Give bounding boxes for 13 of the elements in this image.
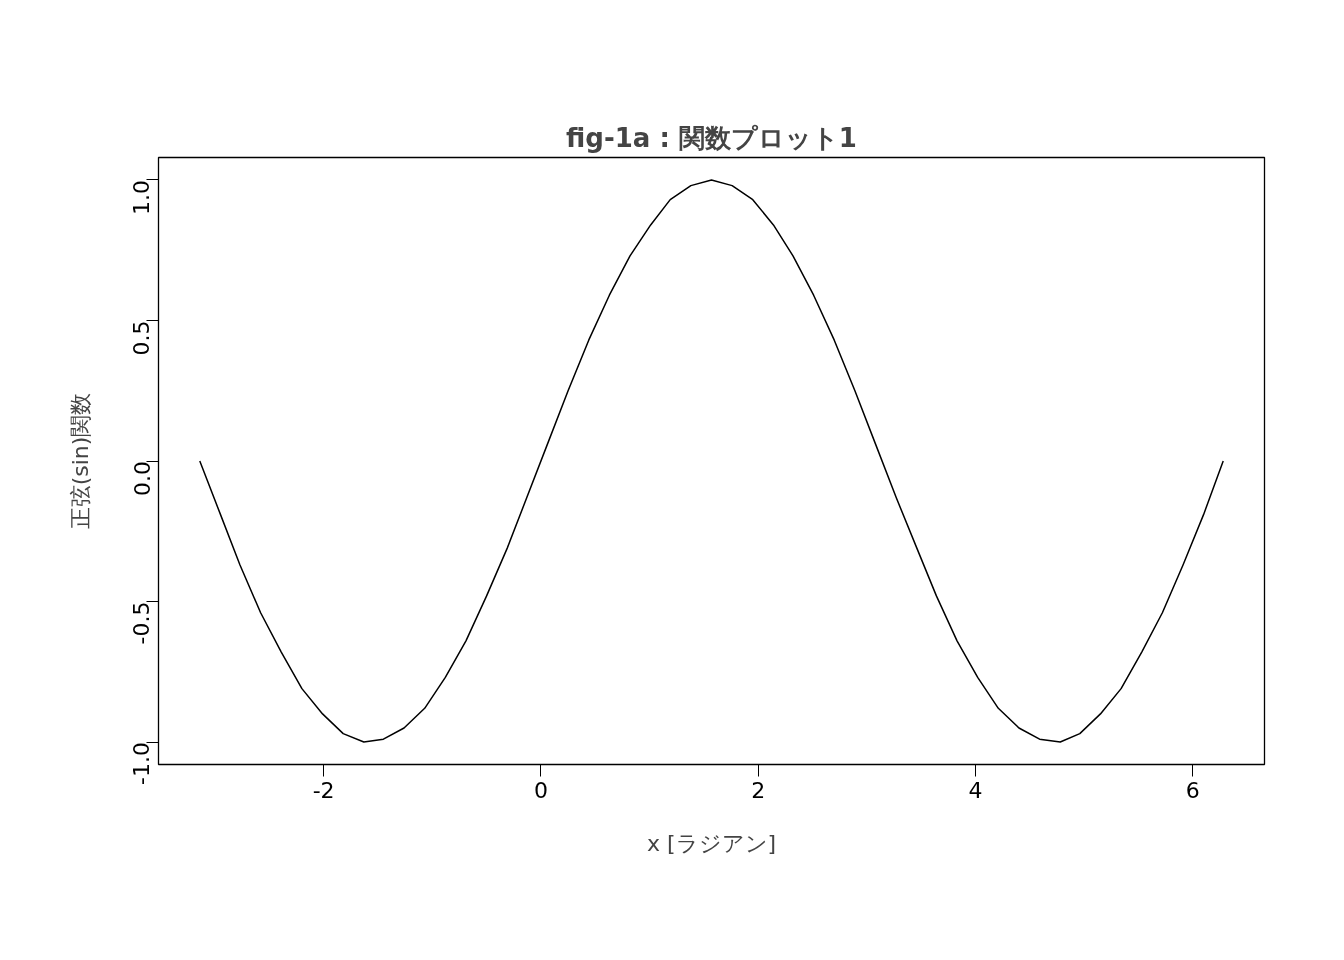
y-tick-label: 1.0: [129, 179, 155, 215]
y-tick-label: 0.0: [129, 460, 155, 496]
x-tick-label: 2: [751, 777, 766, 803]
x-tick-label: 0: [533, 777, 548, 803]
y-tick-label: 0.5: [129, 320, 155, 356]
x-tick-label: -2: [312, 777, 335, 803]
y-tick-label: -1.0: [129, 742, 155, 785]
chart-title: fig-1a : 関数プロット1: [566, 122, 857, 153]
x-tick-label: 4: [968, 777, 983, 803]
y-axis-title: 正弦(sin)関数: [67, 392, 93, 530]
y-tick-label: -0.5: [129, 601, 155, 645]
x-axis-title: x [ラジアン]: [646, 830, 777, 856]
x-tick-label: 6: [1185, 777, 1200, 803]
